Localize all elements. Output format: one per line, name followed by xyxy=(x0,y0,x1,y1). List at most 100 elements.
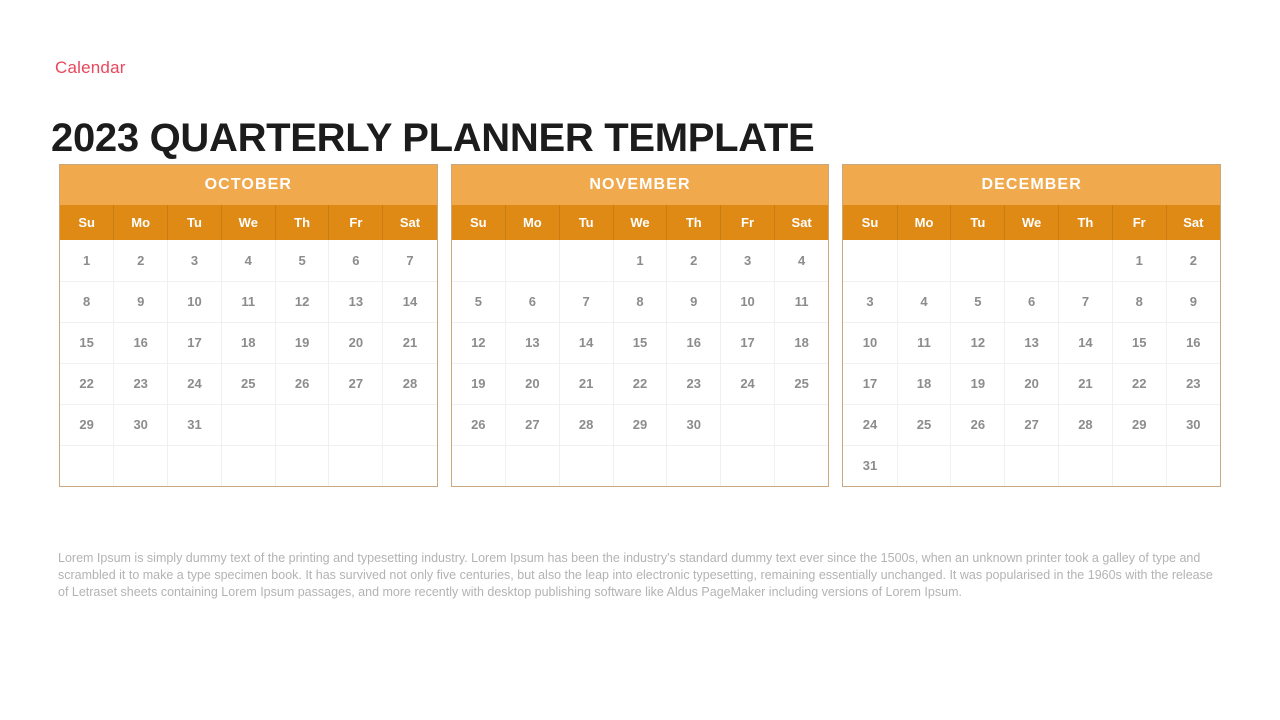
day-cell[interactable]: 23 xyxy=(666,363,722,405)
day-cell[interactable]: 9 xyxy=(1166,281,1221,323)
day-cell[interactable]: 12 xyxy=(451,322,506,364)
day-cell[interactable]: 26 xyxy=(950,404,1006,446)
day-cell[interactable]: 10 xyxy=(720,281,775,323)
day-cell[interactable]: 7 xyxy=(1058,281,1113,323)
day-cell[interactable]: 17 xyxy=(720,322,775,364)
day-cell[interactable]: 2 xyxy=(666,240,722,282)
day-cell[interactable]: 18 xyxy=(221,322,276,364)
day-cell[interactable]: 21 xyxy=(559,363,614,405)
day-cell[interactable]: 31 xyxy=(167,404,222,446)
day-cell[interactable]: 5 xyxy=(950,281,1006,323)
day-cell[interactable]: 17 xyxy=(843,363,898,405)
day-cell[interactable]: 22 xyxy=(613,363,668,405)
day-cell[interactable]: 31 xyxy=(843,445,898,486)
day-cell[interactable]: 13 xyxy=(328,281,384,323)
day-cell[interactable]: 29 xyxy=(1112,404,1167,446)
calendar-group: OCTOBER Su Mo Tu We Th Fr Sat 1 2 3 4 5 6 7 8 9 10 11 12 13 1… xyxy=(59,164,1222,487)
day-cell[interactable]: 18 xyxy=(774,322,829,364)
day-cell[interactable]: 19 xyxy=(451,363,506,405)
day-cell[interactable]: 16 xyxy=(666,322,722,364)
day-cell[interactable]: 13 xyxy=(1004,322,1060,364)
day-cell-empty xyxy=(275,445,330,486)
day-cell[interactable]: 3 xyxy=(843,281,898,323)
day-cell[interactable]: 14 xyxy=(1058,322,1113,364)
day-cell[interactable]: 27 xyxy=(505,404,560,446)
day-cell[interactable]: 7 xyxy=(559,281,614,323)
day-cell[interactable]: 25 xyxy=(774,363,829,405)
day-cell[interactable]: 15 xyxy=(1112,322,1167,364)
day-cell[interactable]: 26 xyxy=(275,363,330,405)
day-cell[interactable]: 4 xyxy=(774,240,829,282)
day-cell[interactable]: 8 xyxy=(1112,281,1167,323)
day-cell[interactable]: 11 xyxy=(897,322,952,364)
day-cell[interactable]: 6 xyxy=(505,281,560,323)
day-cell[interactable]: 3 xyxy=(720,240,775,282)
day-cell[interactable]: 28 xyxy=(382,363,437,405)
day-cell[interactable]: 28 xyxy=(559,404,614,446)
day-cell[interactable]: 19 xyxy=(275,322,330,364)
day-cell[interactable]: 23 xyxy=(113,363,169,405)
day-cell-empty xyxy=(328,404,384,446)
month-grid: Su Mo Tu We Th Fr Sat 1 2 3 4 5 6 7 8 9 10 11 12 13 14 15 16 17… xyxy=(451,205,829,486)
day-cell[interactable]: 7 xyxy=(382,240,437,282)
day-cell[interactable]: 4 xyxy=(897,281,952,323)
day-cell[interactable]: 8 xyxy=(613,281,668,323)
weekday-header-fr: Fr xyxy=(720,205,775,240)
day-cell[interactable]: 19 xyxy=(950,363,1006,405)
day-cell[interactable]: 12 xyxy=(275,281,330,323)
day-cell[interactable]: 6 xyxy=(328,240,384,282)
day-cell-empty xyxy=(559,240,614,282)
day-cell[interactable]: 15 xyxy=(613,322,668,364)
day-cell[interactable]: 20 xyxy=(328,322,384,364)
day-cell[interactable]: 27 xyxy=(328,363,384,405)
day-cell[interactable]: 26 xyxy=(451,404,506,446)
day-cell[interactable]: 4 xyxy=(221,240,276,282)
day-cell[interactable]: 6 xyxy=(1004,281,1060,323)
day-cell[interactable]: 1 xyxy=(60,240,115,282)
day-cell[interactable]: 25 xyxy=(897,404,952,446)
day-cell[interactable]: 24 xyxy=(843,404,898,446)
day-cell-empty xyxy=(950,240,1006,282)
day-cell[interactable]: 14 xyxy=(559,322,614,364)
day-cell[interactable]: 21 xyxy=(1058,363,1113,405)
day-cell[interactable]: 22 xyxy=(60,363,115,405)
day-cell[interactable]: 25 xyxy=(221,363,276,405)
day-cell[interactable]: 20 xyxy=(505,363,560,405)
day-cell[interactable]: 30 xyxy=(1166,404,1221,446)
day-cell[interactable]: 17 xyxy=(167,322,222,364)
day-cell[interactable]: 11 xyxy=(221,281,276,323)
day-cell[interactable]: 1 xyxy=(613,240,668,282)
day-cell-empty xyxy=(1112,445,1167,486)
day-cell[interactable]: 16 xyxy=(113,322,169,364)
day-cell[interactable]: 14 xyxy=(382,281,437,323)
day-cell[interactable]: 2 xyxy=(1166,240,1221,282)
day-cell[interactable]: 2 xyxy=(113,240,169,282)
day-cell[interactable]: 15 xyxy=(60,322,115,364)
day-cell[interactable]: 10 xyxy=(167,281,222,323)
day-cell[interactable]: 29 xyxy=(613,404,668,446)
day-cell[interactable]: 29 xyxy=(60,404,115,446)
day-cell[interactable]: 21 xyxy=(382,322,437,364)
day-cell[interactable]: 20 xyxy=(1004,363,1060,405)
day-cell[interactable]: 23 xyxy=(1166,363,1221,405)
day-cell[interactable]: 12 xyxy=(950,322,1006,364)
day-cell[interactable]: 30 xyxy=(666,404,722,446)
day-cell[interactable]: 3 xyxy=(167,240,222,282)
day-cell[interactable]: 28 xyxy=(1058,404,1113,446)
day-cell[interactable]: 18 xyxy=(897,363,952,405)
day-cell[interactable]: 1 xyxy=(1112,240,1167,282)
day-cell[interactable]: 13 xyxy=(505,322,560,364)
day-cell[interactable]: 8 xyxy=(60,281,115,323)
day-cell[interactable]: 5 xyxy=(275,240,330,282)
day-cell[interactable]: 5 xyxy=(451,281,506,323)
day-cell[interactable]: 16 xyxy=(1166,322,1221,364)
day-cell[interactable]: 30 xyxy=(113,404,169,446)
day-cell[interactable]: 9 xyxy=(666,281,722,323)
day-cell[interactable]: 9 xyxy=(113,281,169,323)
day-cell[interactable]: 27 xyxy=(1004,404,1060,446)
day-cell[interactable]: 24 xyxy=(720,363,775,405)
day-cell[interactable]: 10 xyxy=(843,322,898,364)
day-cell[interactable]: 24 xyxy=(167,363,222,405)
day-cell[interactable]: 22 xyxy=(1112,363,1167,405)
day-cell[interactable]: 11 xyxy=(774,281,829,323)
